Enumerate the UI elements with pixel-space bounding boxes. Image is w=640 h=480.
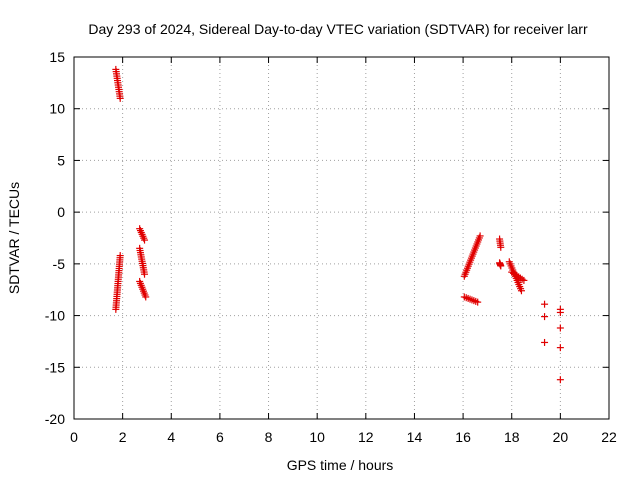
- data-point: [517, 287, 525, 295]
- y-tick-label: 15: [49, 49, 65, 65]
- data-point: [474, 298, 482, 306]
- x-tick-label: 4: [167, 429, 175, 445]
- y-tick-label: -20: [45, 411, 65, 427]
- x-tick-label: 6: [216, 429, 224, 445]
- plot-frame: [73, 56, 610, 420]
- y-tick-label: -10: [45, 308, 65, 324]
- data-point: [141, 236, 149, 244]
- x-tick-label: 16: [455, 429, 471, 445]
- data-point: [116, 94, 124, 102]
- data-point: [541, 300, 549, 308]
- x-tick-label: 0: [70, 429, 78, 445]
- data-point: [497, 262, 505, 270]
- x-tick-label: 22: [601, 429, 617, 445]
- chart-title: Day 293 of 2024, Sidereal Day-to-day VTE…: [88, 21, 588, 37]
- x-tick-label: 14: [407, 429, 423, 445]
- data-point: [520, 276, 528, 284]
- y-tick-label: 0: [57, 204, 65, 220]
- data-point: [541, 338, 549, 346]
- y-tick-label: 10: [49, 101, 65, 117]
- data-point: [556, 324, 564, 332]
- data-point: [141, 270, 149, 278]
- x-tick-label: 10: [309, 429, 325, 445]
- axis-ticks: 0 2 4 6 8 10 12 14 16 18 20 22 15 10 5 0 -5 -10 -15 -20: [45, 49, 617, 445]
- y-tick-label: -15: [45, 359, 65, 375]
- data-points: [112, 65, 564, 384]
- y-tick-label: 5: [57, 152, 65, 168]
- y-axis-title: SDTVAR / TECUs: [6, 182, 22, 294]
- x-tick-label: 20: [553, 429, 569, 445]
- grid-lines: [74, 57, 609, 419]
- x-tick-label: 2: [119, 429, 127, 445]
- x-tick-label: 18: [504, 429, 520, 445]
- data-point: [497, 243, 505, 251]
- x-axis-title: GPS time / hours: [287, 457, 394, 473]
- data-point: [476, 232, 484, 240]
- data-point: [116, 252, 124, 260]
- y-tick-label: -5: [53, 256, 66, 272]
- data-point: [556, 376, 564, 384]
- x-tick-label: 8: [265, 429, 273, 445]
- data-point: [556, 344, 564, 352]
- data-point: [142, 293, 150, 301]
- data-point: [541, 313, 549, 321]
- data-point: [556, 308, 564, 316]
- x-tick-label: 12: [358, 429, 374, 445]
